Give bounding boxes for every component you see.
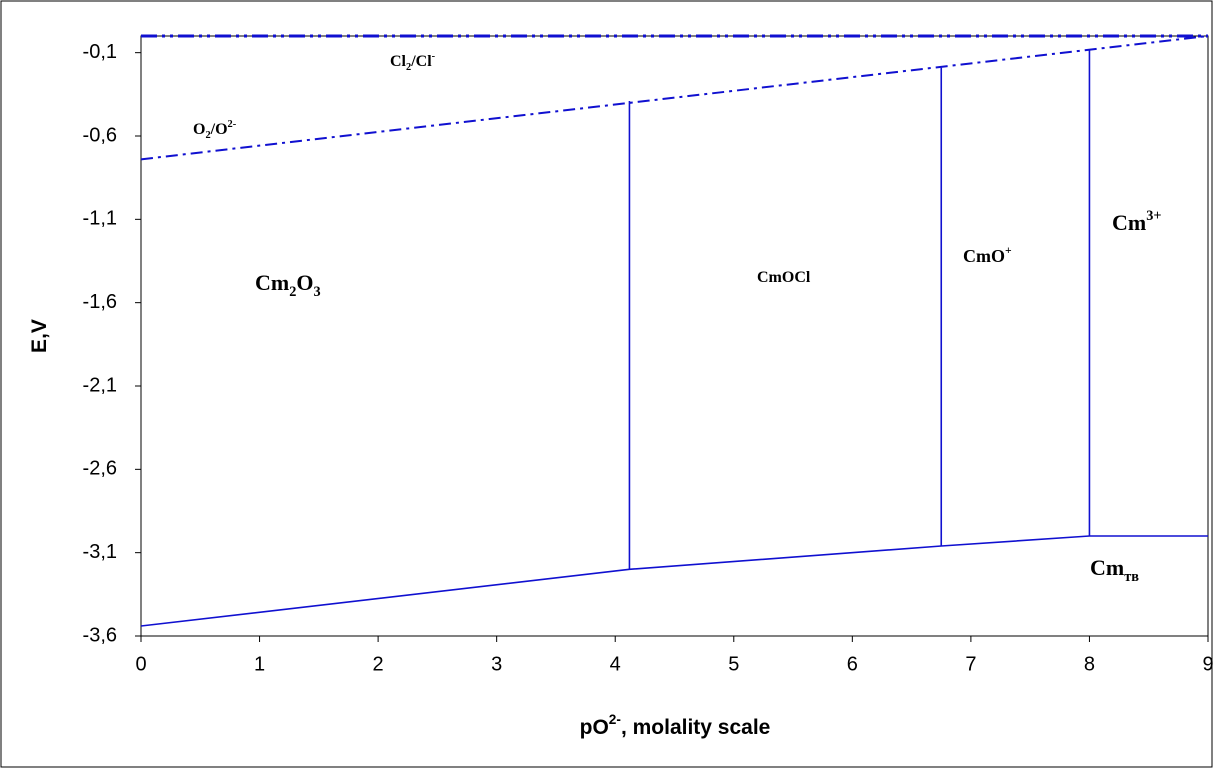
- region-label-part: тв: [1124, 569, 1139, 585]
- x-axis-title-part: pO: [580, 716, 609, 739]
- y-tick-label: -0,6: [83, 124, 117, 146]
- region-label-part: 2-: [228, 119, 237, 130]
- x-axis-title-part: , molality scale: [621, 716, 770, 739]
- region-label-part: /O: [210, 121, 228, 138]
- region-label-part: Cm: [1112, 210, 1146, 235]
- y-tick-label: -1,1: [83, 208, 117, 230]
- region-label: Cl2/Cl-: [390, 51, 436, 73]
- region-label: Cmтв: [1090, 555, 1139, 585]
- region-label-part: O: [296, 270, 313, 295]
- y-tick-label: -3,6: [83, 624, 117, 646]
- region-label-part: 2: [406, 62, 411, 73]
- region-label: CmO+: [963, 244, 1012, 266]
- region-label-part: CmO: [963, 246, 1005, 266]
- region-label: Cm2O3: [255, 270, 321, 300]
- x-tick-label: 8: [1084, 653, 1095, 675]
- region-label-part: Cm: [1090, 555, 1124, 580]
- region-label: CmOCl: [757, 269, 811, 286]
- region-label: Cm3+: [1112, 208, 1162, 235]
- x-tick-label: 4: [610, 653, 621, 675]
- region-label-part: /Cl: [410, 53, 432, 70]
- y-tick-label: -3,1: [83, 541, 117, 563]
- region-label-part: 2: [205, 130, 210, 141]
- region-label-part: 3+: [1146, 208, 1161, 224]
- region-label-part: -: [432, 51, 436, 62]
- x-tick-label: 0: [135, 653, 146, 675]
- region-label-part: Cm: [255, 270, 289, 295]
- region-label-part: O: [193, 121, 205, 138]
- y-axis-title-part: E,V: [28, 319, 51, 353]
- x-tick-label: 3: [491, 653, 502, 675]
- region-label-part: 2: [289, 284, 296, 300]
- y-tick-label: -1,6: [83, 291, 117, 313]
- x-tick-label: 6: [847, 653, 858, 675]
- x-tick-label: 9: [1202, 653, 1213, 675]
- region-label: O2/O2-: [193, 119, 237, 141]
- region-label-part: 3: [314, 284, 321, 300]
- y-axis-title: E,V: [28, 319, 51, 353]
- x-axis-title: pO2-, molality scale: [580, 712, 771, 738]
- y-tick-label: -2,1: [83, 374, 117, 396]
- region-label-part: +: [1005, 244, 1012, 257]
- region-label-part: Cl: [390, 53, 407, 70]
- x-tick-label: 7: [965, 653, 976, 675]
- region-label-part: CmOCl: [757, 269, 811, 286]
- x-tick-label: 5: [728, 653, 739, 675]
- x-tick-label: 2: [373, 653, 384, 675]
- series-line: [140, 35, 1209, 161]
- x-axis-title-part: 2-: [609, 712, 621, 727]
- y-tick-label: -0,1: [83, 41, 117, 63]
- y-tick-label: -2,6: [83, 458, 117, 480]
- x-tick-label: 1: [254, 653, 265, 675]
